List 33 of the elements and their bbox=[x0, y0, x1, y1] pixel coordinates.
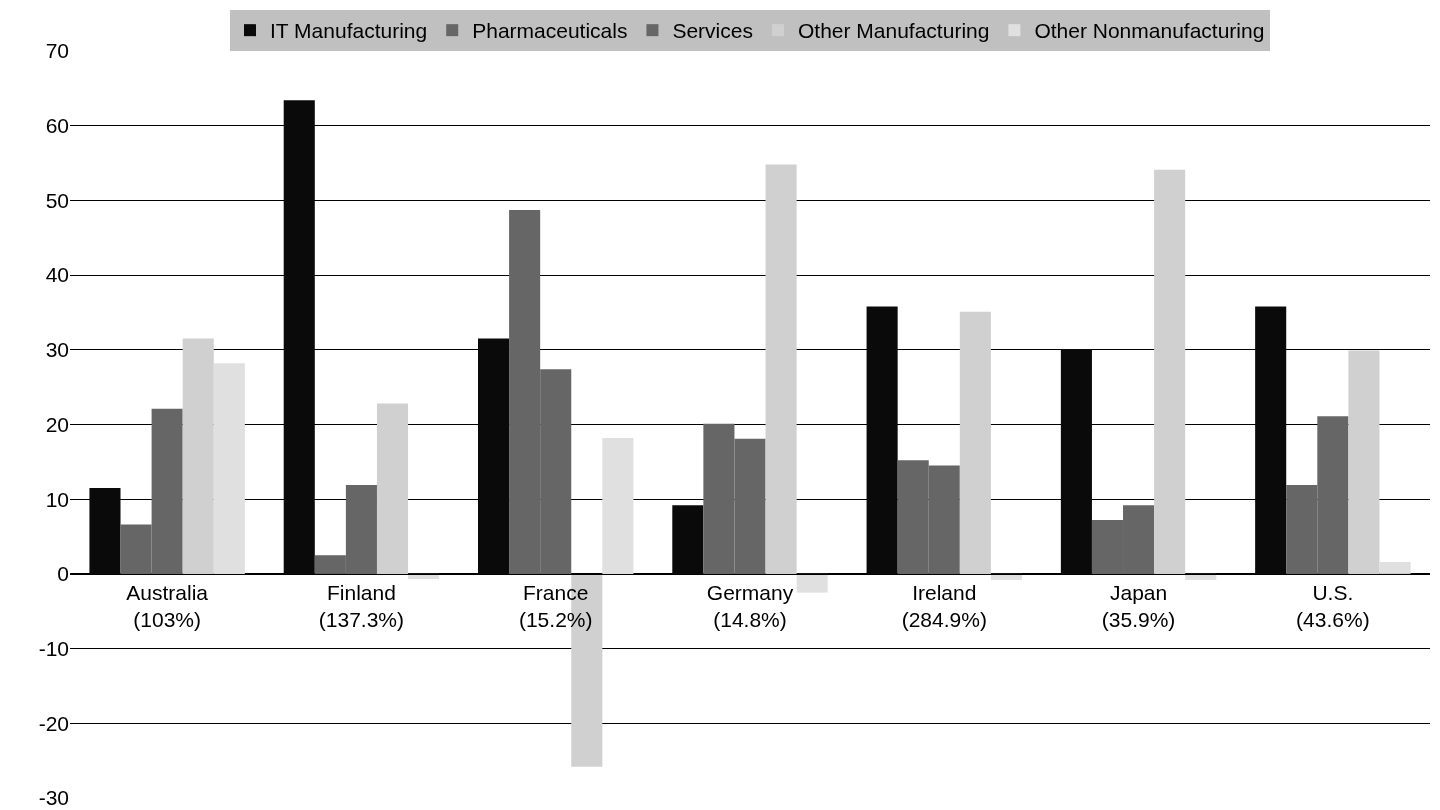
y-tick-label: 20 bbox=[45, 412, 69, 436]
bar bbox=[1348, 350, 1380, 574]
x-tick-label: France (15.2%) bbox=[518, 581, 593, 632]
y-tick-label: 60 bbox=[45, 114, 69, 138]
x-tick-label: Finland (137.3%) bbox=[318, 581, 405, 632]
y-tick-label: 0 bbox=[57, 562, 69, 586]
x-tick-label: Japan (35.9%) bbox=[1101, 581, 1176, 632]
x-tick-label: U.S. (43.6%) bbox=[1296, 581, 1370, 632]
y-tick-label: -20 bbox=[38, 711, 69, 735]
bar bbox=[796, 573, 828, 593]
y-tick-label: 50 bbox=[45, 188, 69, 212]
bar bbox=[213, 363, 245, 574]
y-tick-label: 70 bbox=[45, 39, 69, 63]
bar bbox=[182, 338, 214, 574]
x-tick-label: Australia (103%) bbox=[126, 581, 209, 632]
y-tick-label: -30 bbox=[38, 786, 69, 810]
legend-label: Services bbox=[672, 19, 753, 43]
bar bbox=[1154, 169, 1186, 574]
bar bbox=[602, 437, 634, 574]
y-tick-label: -10 bbox=[38, 636, 69, 660]
legend-label: Other Nonmanufacturing bbox=[1034, 19, 1265, 43]
y-tick-label: 10 bbox=[45, 487, 69, 511]
legend-label: IT Manufacturing bbox=[270, 19, 428, 43]
x-tick-label: Germany (14.8%) bbox=[706, 581, 794, 632]
bar bbox=[376, 403, 409, 574]
y-tick-label: 30 bbox=[45, 338, 69, 362]
bar bbox=[959, 311, 991, 574]
x-tick-label: Ireland (284.9%) bbox=[901, 581, 987, 632]
bar bbox=[1379, 561, 1411, 574]
bar bbox=[765, 164, 797, 574]
legend-label: Pharmaceuticals bbox=[472, 19, 628, 43]
legend-label: Other Manufacturing bbox=[797, 19, 990, 43]
y-tick-label: 40 bbox=[45, 263, 69, 287]
